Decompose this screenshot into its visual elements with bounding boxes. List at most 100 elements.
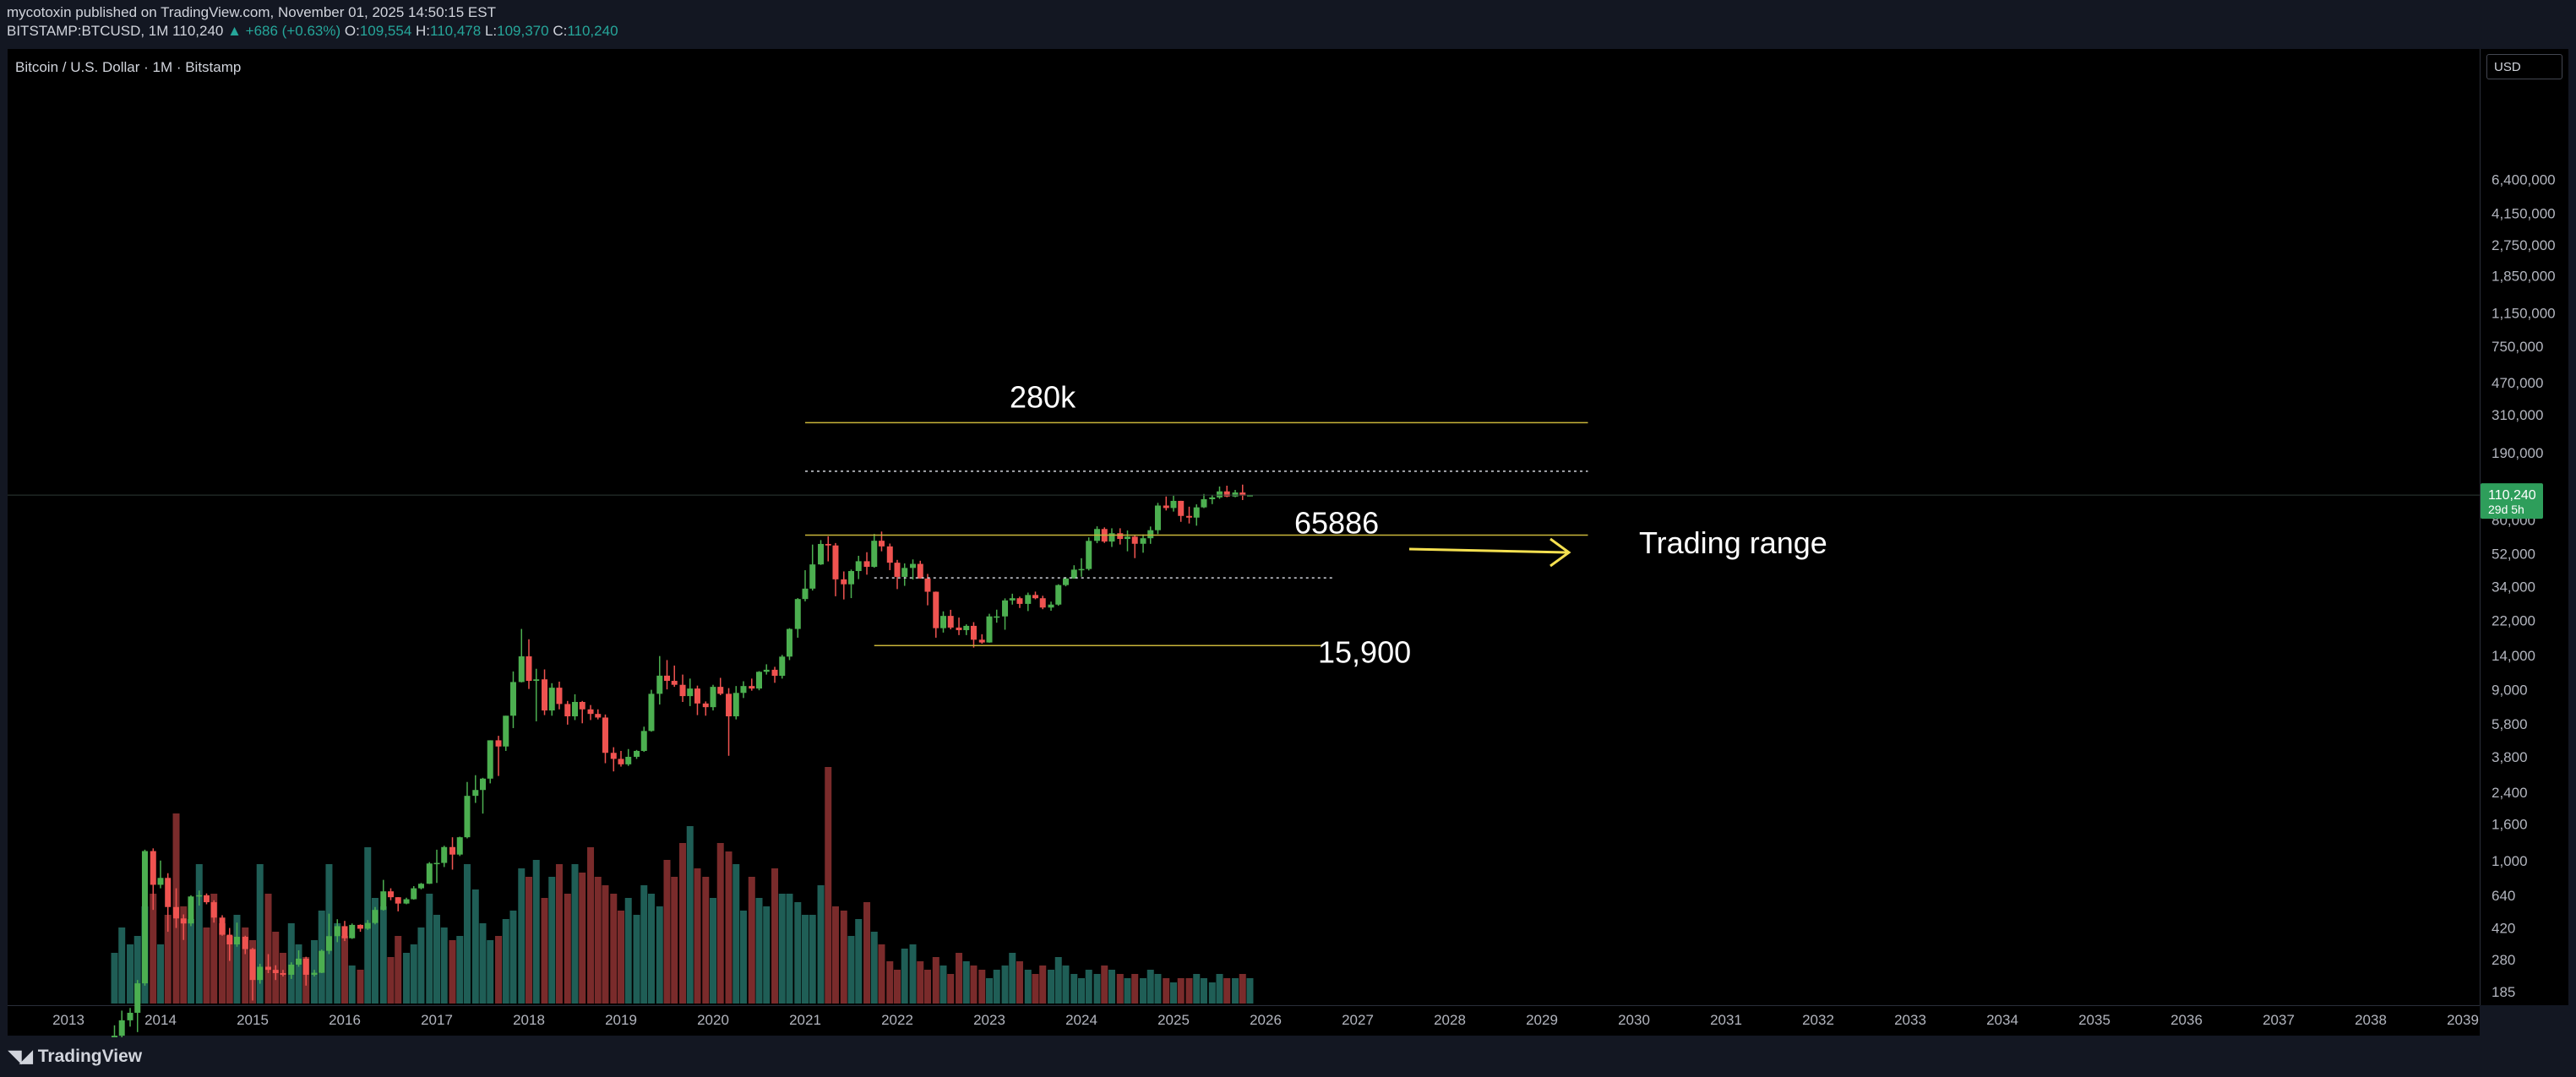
candle-body [127, 1012, 133, 1020]
price-badge-price: 110,240 [2488, 488, 2536, 503]
price-tick-label: 6,400,000 [2492, 172, 2556, 188]
volume-bar [541, 898, 548, 1004]
volume-bar [1078, 978, 1085, 1004]
candle-body [894, 563, 901, 577]
volume-bar [923, 970, 931, 1004]
candle-body [233, 937, 240, 945]
volume-bar [471, 889, 479, 1004]
candle-body [449, 846, 456, 855]
candle-body [740, 686, 747, 694]
candle-body [417, 884, 424, 889]
symbol-ohlc-line: BITSTAMP:BTCUSD, 1M 110,240 ▲ +686 (+0.6… [7, 23, 618, 40]
volume-bar [157, 944, 164, 1004]
price-tick-label: 1,000 [2492, 853, 2528, 869]
candle-body [265, 966, 272, 971]
volume-bar [802, 915, 809, 1004]
currency-button[interactable]: USD [2486, 54, 2562, 79]
volume-bar [610, 894, 618, 1004]
year-tick-label: 2036 [2170, 1012, 2203, 1028]
volume-bar [1116, 974, 1124, 1004]
candle-body [204, 895, 210, 903]
candle-body [634, 750, 640, 757]
candle-body [1232, 492, 1239, 497]
volume-bar [487, 940, 494, 1004]
volume-bar [118, 927, 126, 1004]
high-label: H: [416, 23, 431, 39]
volume-bar [786, 894, 793, 1004]
candle-body [694, 688, 700, 704]
volume-bar [602, 885, 609, 1004]
candle-body [1002, 600, 1009, 617]
chart-pane[interactable] [8, 49, 2480, 1035]
volume-bar [870, 932, 878, 1004]
price-tick-label: 2,400 [2492, 785, 2528, 801]
open-value: 109,554 [359, 23, 412, 39]
price-scale[interactable] [2480, 49, 2568, 1005]
candle-body [986, 616, 993, 643]
volume-bar [463, 864, 471, 1004]
volume-bar [180, 906, 188, 1004]
candle-body [257, 966, 264, 981]
candle-body [970, 625, 977, 640]
volume-bar [1001, 965, 1009, 1004]
volume-bar [1093, 974, 1101, 1004]
year-tick-label: 2019 [605, 1012, 637, 1028]
year-tick-label: 2038 [2355, 1012, 2387, 1028]
candle-body [841, 579, 847, 585]
volume-bar [840, 911, 847, 1004]
candle-body [656, 675, 663, 694]
volume-bar [417, 927, 425, 1004]
year-tick-label: 2018 [513, 1012, 545, 1028]
candle-body [165, 878, 172, 907]
candle-body [548, 688, 555, 711]
arrow-head-icon [1549, 537, 1571, 568]
candle-body [542, 679, 548, 711]
candle-body [134, 983, 141, 1013]
volume-bar [962, 961, 970, 1004]
candle-body [495, 740, 502, 747]
volume-bar [671, 877, 678, 1004]
volume-bar [111, 953, 118, 1004]
candle-body [364, 922, 371, 929]
time-scale[interactable] [8, 1005, 2480, 1036]
price-tick-label: 1,150,000 [2492, 305, 2556, 321]
candle-body [732, 693, 739, 717]
year-tick-label: 2032 [1802, 1012, 1834, 1028]
price-tick-label: 190,000 [2492, 445, 2543, 461]
candle-body [687, 688, 694, 697]
volume-bar [710, 898, 716, 1004]
candle-body [786, 628, 792, 657]
level-label: 15,900 [1318, 634, 1411, 669]
level-label: 65886 [1294, 506, 1379, 541]
volume-bar [679, 843, 687, 1004]
volume-bar [203, 927, 210, 1004]
candle-body [579, 701, 585, 710]
symbol-label[interactable]: BITSTAMP:BTCUSD, 1M [7, 23, 169, 39]
price-tick-label: 750,000 [2492, 339, 2543, 355]
candle-body [679, 684, 686, 697]
candle-body [947, 616, 954, 628]
candle-body [1246, 495, 1253, 497]
tradingview-brand[interactable]: ◥◢ TradingView [8, 1046, 142, 1067]
volume-bar [909, 944, 917, 1004]
volume-bar [341, 936, 348, 1004]
volume-bar [1131, 974, 1139, 1004]
volume-bar [725, 851, 732, 1004]
candle-body [503, 715, 509, 747]
candle-body [1062, 578, 1069, 585]
volume-bar [150, 894, 157, 1004]
volume-bar [1208, 982, 1216, 1004]
volume-bar [771, 868, 779, 1004]
price-change: ▲ +686 (+0.63%) [227, 23, 341, 39]
candle-body [311, 972, 318, 975]
volume-bar [716, 843, 724, 1004]
candle-body [1039, 598, 1046, 608]
price-tick-label: 3,800 [2492, 749, 2528, 765]
candle-body [456, 837, 463, 855]
candle-body [779, 656, 786, 677]
volume-bar [532, 860, 540, 1004]
candle-body [855, 561, 862, 572]
candle-body [1125, 536, 1130, 540]
volume-bar [1232, 978, 1239, 1004]
